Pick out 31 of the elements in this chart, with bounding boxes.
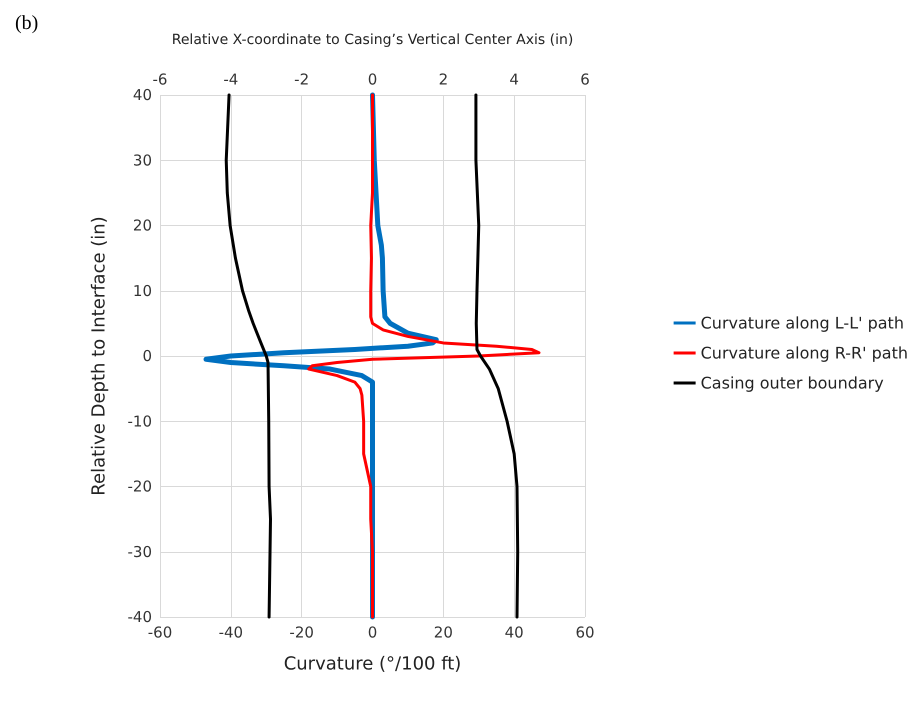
x2-tick-label: 2 [438, 70, 448, 88]
x-tick-label: 60 [575, 624, 595, 642]
y-tick-label: 20 [132, 216, 152, 234]
legend-label: Curvature along L-L' path [700, 314, 904, 332]
chart-title: (b) [15, 12, 38, 34]
x-tick-label: -20 [289, 624, 314, 642]
x-tick-label: -60 [148, 624, 172, 642]
line-series [307, 94, 540, 618]
y-tick-label: 40 [132, 86, 152, 104]
x2-tick-label: -2 [294, 70, 310, 88]
y-tick-label: -20 [128, 478, 152, 496]
x-tick-label: 40 [504, 624, 524, 642]
y-tick-label: 0 [142, 347, 152, 365]
x2-tick-label: 4 [509, 70, 519, 88]
x-tick-label: -40 [218, 624, 244, 642]
x2-tick-label: -4 [223, 70, 238, 88]
x2-axis-title: Relative X-coordinate to Casing’s Vertical Center Axis (in) [172, 32, 574, 48]
x2-tick-label: 0 [368, 70, 378, 88]
y-tick-label: 30 [132, 151, 152, 170]
legend-label: Curvature along R-R' path [700, 344, 908, 362]
x2-tick-label: -6 [152, 70, 168, 88]
x-tick-label: 20 [434, 624, 453, 642]
y-tick-label: -10 [128, 412, 152, 430]
y-tick-label: -40 [128, 608, 152, 626]
x2-tick-label: 6 [580, 70, 590, 88]
y-tick-label: -30 [128, 542, 152, 561]
y-tick-label: 10 [132, 282, 152, 300]
legend-label: Casing outer boundary [700, 374, 884, 392]
y-axis-title: Relative Depth to Interface (in) [88, 216, 110, 496]
x-axis-title: Curvature (°/100 ft) [284, 654, 462, 674]
x-tick-label: 0 [368, 624, 378, 642]
